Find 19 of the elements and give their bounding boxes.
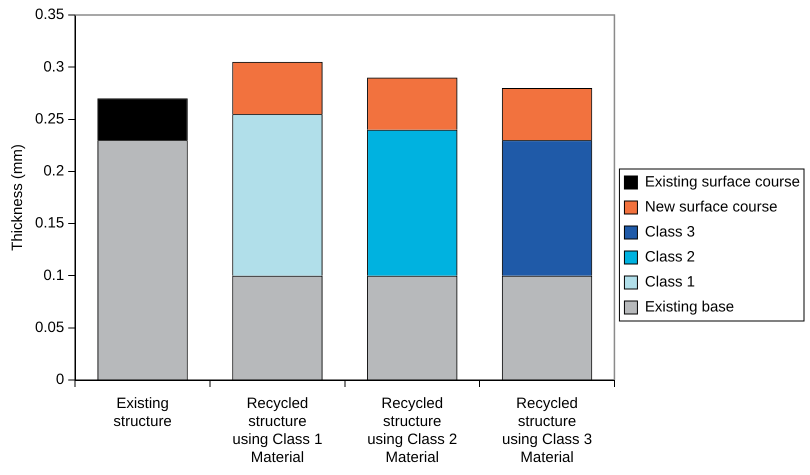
y-tick-label: 0.2 xyxy=(43,162,64,180)
legend-label: Class 1 xyxy=(644,274,695,291)
y-tick-label: 0.15 xyxy=(34,214,64,232)
legend-label: New surface course xyxy=(644,198,778,216)
y-tick-label: 0 xyxy=(56,371,64,388)
legend-label: Existing base xyxy=(644,298,734,316)
y-axis-title: Thickness (mm) xyxy=(9,144,26,251)
y-tick-label: 0.05 xyxy=(34,319,64,336)
y-tick-label: 0.3 xyxy=(43,58,64,76)
y-tick-label: 0.35 xyxy=(34,6,64,24)
y-tick-label: 0.1 xyxy=(43,266,64,284)
x-tick-label: Recycled structure using Class 2 Material xyxy=(367,395,458,466)
x-tick-label: Existing structure xyxy=(113,395,172,430)
legend-label: Class 3 xyxy=(644,224,695,241)
x-tick-label: Recycled structure using Class 1 Material xyxy=(232,395,322,466)
legend-label: Class 2 xyxy=(644,248,695,266)
legend-label: Existing surface course xyxy=(644,174,800,191)
x-tick-label: Recycled structure using Class 3 Material xyxy=(502,395,592,466)
y-tick-label: 0.25 xyxy=(34,110,64,128)
